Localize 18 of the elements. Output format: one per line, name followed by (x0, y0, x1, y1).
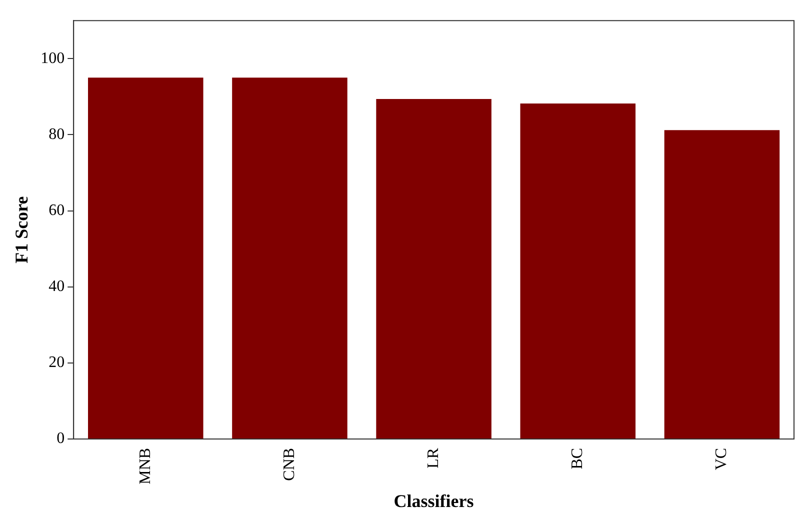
x-axis-title: Classifiers (394, 490, 474, 511)
y-axis-title: F1 Score (11, 196, 32, 264)
x-tick-label: LR (425, 448, 442, 468)
bar (232, 78, 348, 438)
x-tick-label: BC (569, 448, 586, 470)
y-tick-label: 20 (48, 354, 65, 372)
bar (88, 78, 204, 438)
y-tick-label: 60 (48, 202, 65, 219)
x-tick-label: VC (713, 448, 730, 470)
y-tick-label: 80 (48, 126, 65, 143)
x-tick-label: CNB (280, 448, 298, 481)
bar (664, 130, 780, 438)
y-tick-label: 40 (48, 278, 65, 296)
x-tick-label: MNB (136, 448, 154, 484)
bar (376, 98, 492, 438)
y-tick-label: 100 (40, 50, 65, 67)
bar (520, 104, 636, 438)
y-tick-label: 0 (56, 430, 65, 448)
